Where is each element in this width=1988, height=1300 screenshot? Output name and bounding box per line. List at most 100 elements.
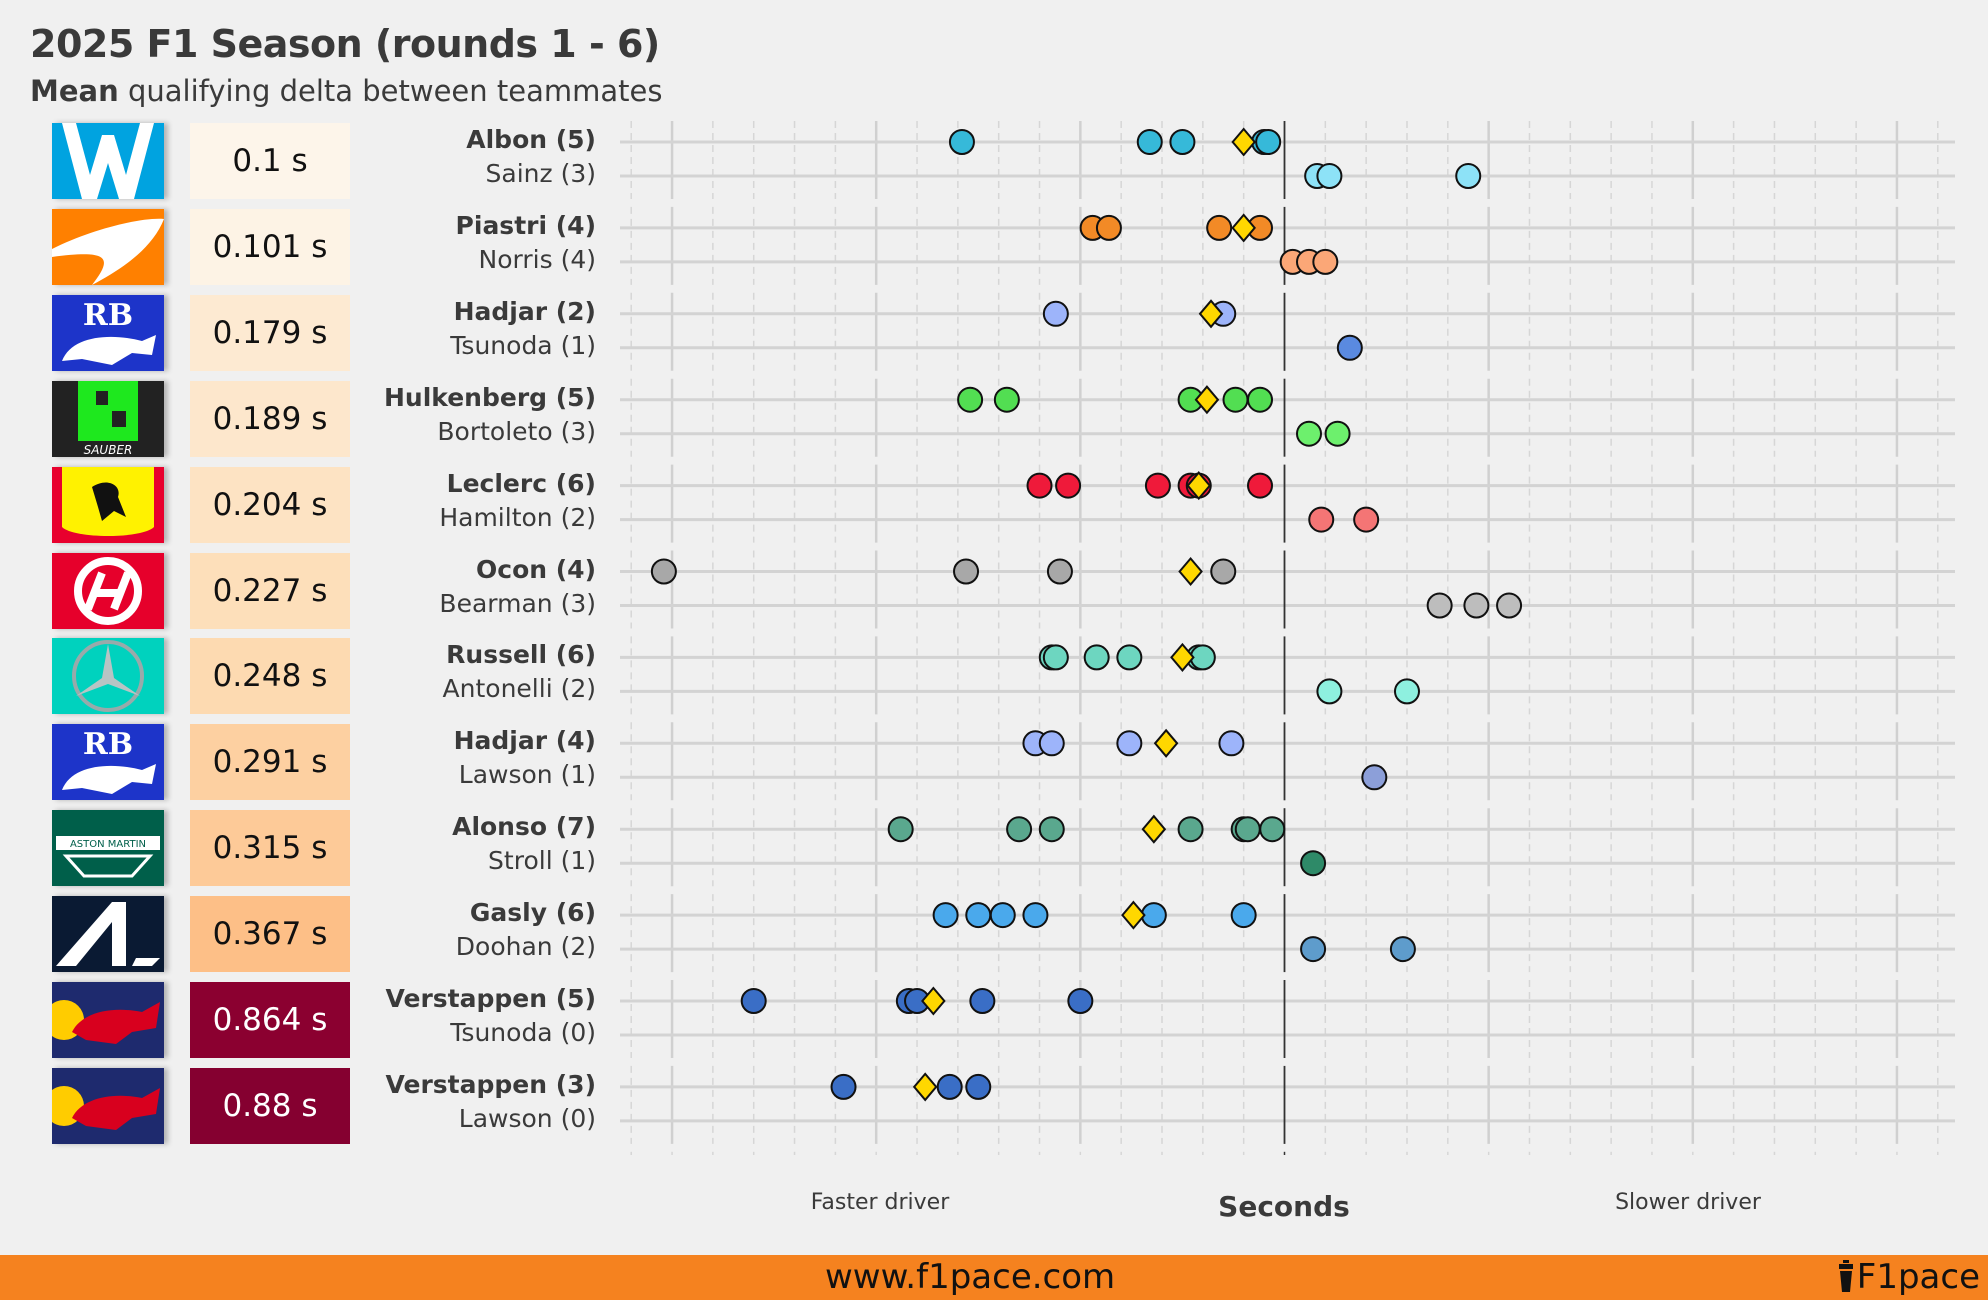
team-row: 0.101 s Piastri (4) Norris (4) xyxy=(0,208,610,285)
red-bull-logo xyxy=(52,982,164,1058)
driver-1-point xyxy=(1046,558,1073,585)
driver-1-point xyxy=(957,386,984,413)
driver-2-point xyxy=(1353,506,1380,533)
x-axis-title: Seconds xyxy=(1218,1190,1350,1223)
team-row: 0.227 s Ocon (4) Bearman (3) xyxy=(0,552,610,629)
driver-1-label: Hadjar (4) xyxy=(453,726,596,756)
driver-1-point xyxy=(1206,214,1233,241)
mean-delta-value: 0.1 s xyxy=(232,143,308,179)
racing-bulls-logo: RB xyxy=(52,294,164,371)
driver-2-point xyxy=(1496,592,1523,619)
driver-1-label: Leclerc (6) xyxy=(446,468,596,498)
footer-url-link[interactable]: www.f1pace.com xyxy=(825,1257,1116,1297)
mean-delta-value: 0.315 s xyxy=(212,830,328,867)
team-row: 0.204 s Leclerc (6) Hamilton (2) xyxy=(0,466,610,543)
driver-1-point xyxy=(1177,816,1204,843)
mercedes-logo xyxy=(52,638,164,715)
driver-2-label: Tsunoda (0) xyxy=(450,1018,596,1047)
driver-1-point xyxy=(936,1073,963,1100)
x-tick-label: 0.5 s xyxy=(1462,1153,1515,1155)
driver-2-point xyxy=(1361,764,1388,791)
team-row: 0.88 s Verstappen (3) Lawson (0) xyxy=(0,1067,610,1144)
chart-subtitle: Mean qualifying delta between teammates xyxy=(30,74,662,108)
mean-delta-value: 0.189 s xyxy=(212,400,328,437)
driver-2-point xyxy=(1295,420,1322,447)
mean-marker xyxy=(1198,299,1224,329)
mean-delta-box: 0.1 s xyxy=(190,123,350,199)
mean-marker xyxy=(912,1072,938,1102)
driver-1-point xyxy=(740,988,767,1014)
x-tick-label: -1 s xyxy=(856,1153,896,1155)
driver-1-label: Verstappen (3) xyxy=(385,1069,596,1099)
driver-1-label: Piastri (4) xyxy=(455,210,596,240)
team-row: SAUBER 0.189 s Hulkenberg (5) Bortoleto … xyxy=(0,380,610,457)
driver-2-label: Lawson (0) xyxy=(458,1103,596,1133)
driver-1-point xyxy=(1116,644,1143,671)
aston-martin-logo: ASTON MARTIN xyxy=(52,810,164,887)
cup-icon xyxy=(1838,1260,1853,1292)
team-row: ASTON MARTIN 0.315 s Alonso (7) Stroll (… xyxy=(0,810,610,887)
driver-1-point xyxy=(1067,988,1094,1014)
mean-marker xyxy=(1141,814,1167,844)
driver-1-point xyxy=(1042,300,1069,327)
driver-1-label: Albon (5) xyxy=(466,125,596,154)
driver-1-point xyxy=(993,386,1020,413)
driver-1-point xyxy=(1259,816,1286,843)
team-row: 0.1 s Albon (5) Sainz (3) xyxy=(0,123,610,199)
driver-2-label: Antonelli (2) xyxy=(442,674,596,704)
driver-1-point xyxy=(1255,129,1282,155)
sauber-logo: SAUBER xyxy=(52,380,164,457)
haas-logo xyxy=(52,552,164,629)
mean-marker xyxy=(1186,471,1212,501)
driver-1-point xyxy=(1116,730,1143,757)
mean-delta-box: 0.248 s xyxy=(190,638,350,715)
driver-2-point xyxy=(1426,592,1453,619)
driver-2-point xyxy=(1316,678,1343,705)
driver-1-point xyxy=(932,902,959,929)
williams-logo xyxy=(52,123,164,199)
driver-2-label: Bearman (3) xyxy=(439,588,596,618)
driver-1-label: Gasly (6) xyxy=(469,898,596,928)
driver-1-label: Verstappen (5) xyxy=(385,984,596,1013)
mean-delta-value: 0.367 s xyxy=(212,916,328,953)
red-bull-logo xyxy=(52,1067,164,1144)
driver-2-point xyxy=(1389,936,1416,963)
driver-1-point xyxy=(989,902,1016,929)
team-row: 0.248 s Russell (6) Antonelli (2) xyxy=(0,638,610,715)
driver-1-point xyxy=(1095,214,1122,241)
driver-2-label: Doohan (2) xyxy=(455,932,596,962)
mean-delta-value: 0.864 s xyxy=(212,1002,328,1038)
mean-delta-box: 0.179 s xyxy=(190,294,350,371)
mean-marker xyxy=(1231,213,1256,243)
team-row: 0.864 s Verstappen (5) Tsunoda (0) xyxy=(0,982,610,1058)
driver-2-point xyxy=(1316,163,1343,189)
svg-text:SAUBER: SAUBER xyxy=(84,443,133,457)
driver-1-point xyxy=(1055,472,1082,499)
driver-1-label: Ocon (4) xyxy=(476,554,596,584)
team-row: RB 0.291 s Hadjar (4) Lawson (1) xyxy=(0,724,610,801)
mean-delta-box: 0.101 s xyxy=(190,208,350,285)
driver-1-point xyxy=(965,1073,992,1100)
driver-2-point xyxy=(1336,334,1363,361)
driver-2-point xyxy=(1324,420,1351,447)
driver-2-label: Bortoleto (3) xyxy=(437,416,596,446)
mean-marker xyxy=(921,986,946,1016)
mean-marker xyxy=(1153,728,1179,758)
ferrari-logo xyxy=(52,466,164,543)
mean-delta-value: 0.179 s xyxy=(212,314,328,351)
mean-marker xyxy=(1178,556,1203,587)
driver-1-point xyxy=(948,129,975,155)
mean-delta-box: 0.227 s xyxy=(190,552,350,629)
driver-2-point xyxy=(1455,163,1482,189)
driver-1-point xyxy=(1247,472,1274,499)
driver-1-point xyxy=(1038,730,1065,757)
delta-chart: -1.5 s -1 s -0.5 s 0 s 0.5 s 1 s 1.5 s xyxy=(620,121,1955,1155)
driver-1-point xyxy=(1169,129,1196,155)
driver-1-point xyxy=(1222,386,1249,413)
driver-1-point xyxy=(953,558,980,585)
x-tick-label: 1 s xyxy=(1677,1153,1709,1155)
driver-1-label: Russell (6) xyxy=(446,640,596,670)
mean-delta-value: 0.204 s xyxy=(212,486,328,523)
mean-delta-box: 0.315 s xyxy=(190,810,350,887)
racing-bulls-logo: RB xyxy=(52,724,164,801)
